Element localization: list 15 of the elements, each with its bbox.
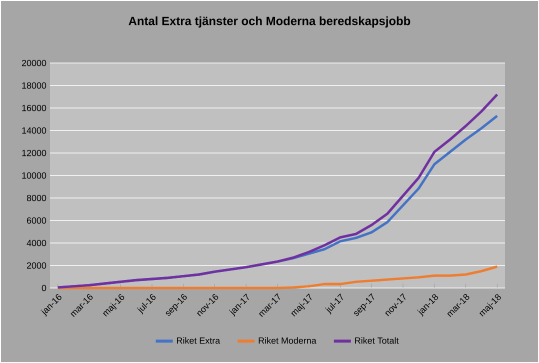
y-tick-label: 16000 [22,104,46,112]
y-tick-label: 14000 [22,127,46,134]
chart-title: Antal Extra tjänster och Moderna beredskapsjobb [128,16,410,28]
y-tick-label: 4000 [26,240,46,246]
y-tick-label: 12000 [22,150,46,156]
legend-label: Riket Extra [176,337,220,344]
y-tick-label: 8000 [26,194,46,202]
legend-label: Riket Totalt [355,337,399,344]
y-tick-label: 6000 [26,217,46,224]
y-tick-label: 18000 [22,82,46,89]
legend-label: Riket Moderna [258,337,316,344]
y-tick-label: 0 [42,284,46,292]
y-tick-label: 10000 [22,172,46,179]
y-tick-label: 2000 [26,262,46,269]
y-tick-label: 20000 [22,60,46,66]
